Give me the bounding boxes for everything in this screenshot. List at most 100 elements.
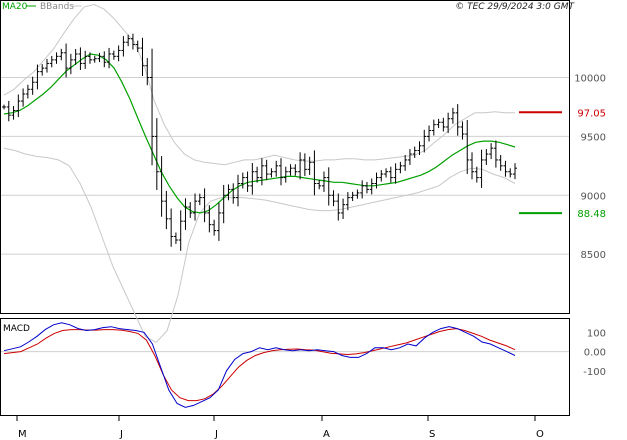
ohlc-bar — [374, 172, 379, 189]
x-tick-J-1: J — [119, 429, 123, 440]
ohlc-bar — [6, 100, 11, 122]
macd-tick-0: 100 — [587, 328, 606, 339]
ohlc-bar — [245, 171, 250, 192]
ohlc-bar — [178, 210, 183, 251]
ohlc-bar — [259, 158, 264, 186]
ohlc-bar — [407, 149, 412, 165]
ohlc-bar — [431, 119, 436, 136]
ohlc-bar — [441, 117, 446, 132]
y-tick-9000: 9000 — [581, 191, 606, 202]
ohlc-bar — [236, 174, 241, 207]
ohlc-bar — [154, 118, 159, 190]
ohlc-bar — [97, 52, 102, 63]
ohlc-bar — [293, 164, 298, 176]
macd-line — [3, 322, 516, 408]
ohlc-bar — [126, 34, 131, 47]
ohlc-bar — [216, 202, 221, 241]
ohlc-bar — [44, 58, 49, 73]
macd-tick-1: 0.00 — [584, 348, 606, 359]
ohlc-bar — [274, 160, 279, 177]
ohlc-bar — [331, 190, 336, 207]
ohlc-bar — [455, 104, 460, 136]
ohlc-bar — [202, 188, 207, 223]
y-tick-9500: 9500 — [581, 132, 606, 143]
ohlc-bar — [312, 150, 317, 196]
bband-lower — [3, 147, 516, 344]
ohlc-bar — [503, 160, 508, 177]
ohlc-bar — [87, 52, 92, 64]
ohlc-bar — [422, 129, 427, 153]
price-gridlines — [1, 77, 569, 255]
ohlc-bar — [135, 40, 140, 53]
ohlc-bar — [226, 184, 231, 201]
ohlc-bar — [479, 149, 484, 188]
ohlc-bar — [269, 168, 274, 178]
ohlc-bar — [278, 158, 283, 186]
ohlc-bar — [465, 120, 470, 174]
ohlc-bar — [513, 163, 517, 180]
x-tick-S-4: S — [429, 429, 435, 440]
macd-panel-frame — [0, 318, 570, 416]
price-panel-frame — [0, 0, 570, 314]
ohlc-bar — [498, 154, 503, 171]
ohlc-bar — [403, 154, 408, 171]
ohlc-bar — [116, 45, 121, 62]
macd-series — [3, 322, 516, 408]
ohlc-bar — [298, 152, 303, 180]
ohlc-bar — [350, 191, 355, 202]
macd-panel-title: MACD — [3, 324, 30, 334]
ohlc-bar — [427, 125, 432, 142]
x-tick-A-3: A — [323, 429, 330, 440]
macd-signal-line — [3, 328, 516, 402]
ohlc-bar — [364, 181, 369, 194]
ohlc-bar — [321, 171, 326, 192]
ohlc-bar — [121, 36, 126, 57]
ohlc-bar — [240, 172, 245, 189]
ohlc-bar — [493, 140, 498, 168]
support-resistance-levels: 97.05 88.48 — [519, 108, 606, 220]
y-tick-10000: 10000 — [574, 74, 606, 85]
bollinger-bands — [3, 3, 516, 344]
ohlc-bar — [255, 166, 260, 183]
ohlc-bar — [25, 84, 30, 99]
ohlc-bar — [341, 198, 346, 219]
ohlc-bar — [302, 153, 307, 176]
ohlc-bar — [231, 183, 236, 204]
ohlc-bar — [360, 180, 365, 199]
x-tick-M-0: M — [18, 429, 27, 440]
ohlc-bar — [102, 51, 107, 68]
ohlc-bar — [388, 166, 393, 183]
ohlc-bar — [460, 121, 465, 140]
ohlc-bar — [470, 152, 475, 180]
ohlc-bar — [68, 53, 73, 75]
ohlc-bar — [173, 232, 178, 244]
ohlc-bar — [446, 112, 451, 134]
ohlc-bar — [412, 146, 417, 159]
ohlc-bar — [111, 50, 116, 60]
ohlc-bar — [345, 192, 350, 211]
ohlc-bar — [436, 118, 441, 129]
ohlc-bar — [92, 55, 97, 63]
price-bars — [2, 33, 517, 251]
ohlc-bar — [336, 193, 341, 221]
x-tick-O-5: O — [536, 429, 544, 440]
ohlc-bar — [30, 76, 35, 95]
ohlc-bar — [59, 48, 64, 61]
ohlc-bar — [474, 166, 479, 183]
ohlc-bar — [197, 193, 202, 206]
ohlc-bar — [78, 47, 83, 70]
ohlc-bar — [393, 163, 398, 184]
y-axis: 10000 9500 9000 8500 100 0.00 -100 — [574, 74, 606, 378]
legend-bbands: BBands — [40, 2, 74, 12]
ohlc-bar — [54, 52, 59, 64]
right-axis-strip — [570, 0, 627, 440]
ohlc-bar — [355, 189, 360, 199]
ohlc-bar — [212, 219, 217, 236]
ma20-line — [3, 53, 516, 214]
resistance-label: 97.05 — [577, 108, 606, 119]
ohlc-bar — [508, 168, 513, 178]
ohlc-bar — [183, 198, 188, 230]
ohlc-bar — [307, 156, 312, 175]
bband-upper — [3, 3, 515, 166]
